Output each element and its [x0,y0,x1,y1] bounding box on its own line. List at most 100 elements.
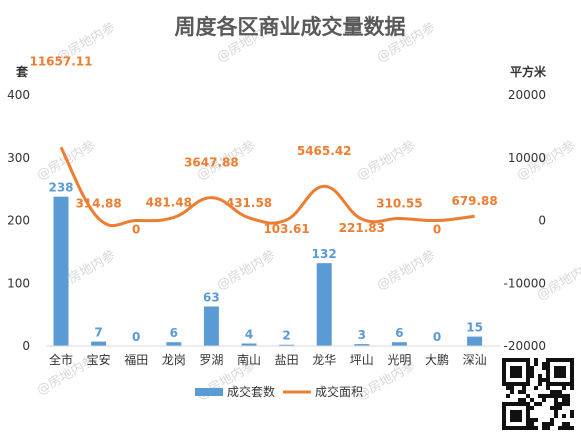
qr-module [534,358,538,362]
qr-module [566,402,570,406]
qr-module [526,366,530,370]
qr-module [506,386,510,390]
qr-module [514,426,518,430]
qr-module [502,410,506,414]
qr-module [502,370,506,374]
qr-module [526,418,530,422]
qr-module [510,418,514,422]
qr-module [514,374,518,378]
qr-module [518,366,522,370]
qr-module [518,402,522,406]
qr-module [570,386,574,390]
category-label: 盐田 [275,353,299,367]
watermark-text: @房地内参 [374,247,438,293]
qr-module [526,426,530,430]
watermark-text: @房地内参 [354,137,418,183]
qr-module [526,378,530,382]
bar [279,344,295,346]
qr-module [542,394,546,398]
qr-module [562,382,566,386]
qr-module [518,374,522,378]
qr-module [562,414,566,418]
category-axis: 全市 宝安 福田 龙岗 罗湖 南山 盐田 龙华 坪山 光明 大鹏 深汕 [49,352,487,367]
qr-module [554,358,558,362]
qr-module [518,426,522,430]
bar-value-label: 6 [170,326,178,340]
qr-module [530,426,534,430]
qr-module [554,390,558,394]
qr-module [542,362,546,366]
bar-value-label: 0 [433,330,441,344]
qr-module [530,398,534,402]
qr-module [570,366,574,370]
category-label: 龙岗 [162,353,186,367]
qr-module [550,358,554,362]
qr-module [546,426,550,430]
qr-module [534,418,538,422]
qr-module [546,378,550,382]
qr-module [538,394,542,398]
category-label: 光明 [387,353,411,367]
qr-module [546,422,550,426]
bar [391,342,407,346]
qr-module [502,402,506,406]
qr-module [502,422,506,426]
qr-module [558,394,562,398]
qr-module [506,426,510,430]
bar-value-label: 238 [48,181,73,195]
qr-module [534,362,538,366]
right-axis-unit: 平方米 [510,64,547,79]
qr-module [554,406,558,410]
qr-module [554,366,558,370]
qr-module [534,426,538,430]
qr-module [522,426,526,430]
bar [316,263,332,346]
line-value-label: 11657.11 [29,54,92,68]
line-series: 11657.11 314.88 0 481.48 3647.88 431.58 103.61… [29,54,497,236]
qr-module [570,378,574,382]
legend-bar-swatch [195,388,223,396]
qr-module [570,370,574,374]
qr-module [502,374,506,378]
bar [241,343,257,346]
qr-module [502,406,506,410]
line-value-label: 0 [132,223,140,237]
qr-module [530,422,534,426]
qr-module [558,370,562,374]
qr-module [514,410,518,414]
qr-module [554,382,558,386]
qr-module [502,366,506,370]
line-value-label: 314.88 [75,197,121,211]
qr-module [526,358,530,362]
qr-module [534,402,538,406]
qr-module [554,410,558,414]
category-label: 全市 [49,352,73,367]
qr-module [554,374,558,378]
qr-module [558,390,562,394]
qr-module [566,382,570,386]
bar-value-label: 63 [203,290,220,304]
qr-module [514,418,518,422]
qr-module [546,370,550,374]
qr-module [562,394,566,398]
line-value-label: 431.58 [226,196,272,210]
qr-module [514,370,518,374]
qr-module [546,382,550,386]
qr-code [500,356,576,432]
line-value-label: 481.48 [146,195,192,209]
bar-value-label: 132 [312,247,337,261]
qr-module [506,402,510,406]
qr-module [522,398,526,402]
legend-bar-label: 成交套数 [227,384,275,399]
right-tick-label: -20000 [503,339,546,353]
right-tick-label: 20000 [508,88,546,102]
qr-module [502,362,506,366]
right-axis: -20000 -10000 0 10000 20000 [503,88,546,353]
qr-module [518,370,522,374]
qr-module [554,394,558,398]
qr-module [546,374,550,378]
qr-module [510,386,514,390]
line-value-label: 679.88 [451,194,497,208]
qr-module [510,374,514,378]
